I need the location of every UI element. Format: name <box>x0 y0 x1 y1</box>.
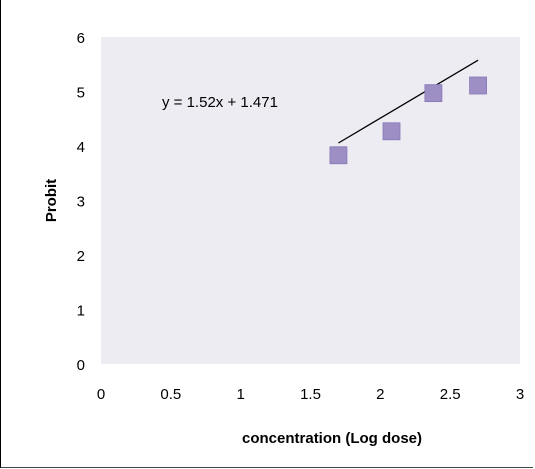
y-tick-label: 3 <box>77 194 85 211</box>
data-point <box>329 146 348 165</box>
y-tick-label: 0 <box>77 357 85 374</box>
y-tick-label: 6 <box>77 30 85 47</box>
data-point <box>469 76 488 95</box>
y-tick-label: 4 <box>77 139 85 156</box>
y-tick-label: 1 <box>77 303 85 320</box>
data-point <box>424 84 443 103</box>
y-tick-label: 2 <box>77 248 85 265</box>
data-points <box>329 76 488 165</box>
trendline <box>338 59 479 144</box>
x-tick-label: 3 <box>516 386 524 403</box>
x-tick-label: 0 <box>97 386 105 403</box>
y-axis-ticks: 0 1 2 3 4 5 6 <box>77 30 85 374</box>
x-tick-label: 2.5 <box>440 386 461 403</box>
y-axis-label: Probit <box>43 179 60 222</box>
y-tick-label: 5 <box>77 85 85 102</box>
x-tick-label: 0.5 <box>160 386 181 403</box>
x-tick-label: 1 <box>236 386 244 403</box>
x-axis-ticks: 0 0.5 1 1.5 2 2.5 3 <box>97 386 524 403</box>
x-axis-label: concentration (Log dose) <box>242 430 422 447</box>
trendline-equation: y = 1.52x + 1.471 <box>162 94 278 111</box>
plot-area <box>101 37 520 364</box>
data-point <box>382 122 401 141</box>
x-tick-label: 2 <box>376 386 384 403</box>
x-tick-label: 1.5 <box>300 386 321 403</box>
